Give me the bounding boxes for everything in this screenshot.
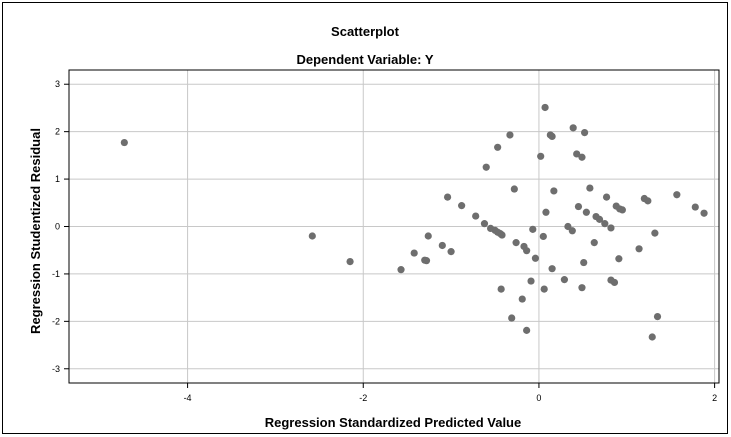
data-point	[346, 257, 354, 266]
data-point	[542, 208, 550, 216]
x-tick-label: 0	[536, 393, 541, 403]
data-point	[480, 220, 489, 228]
data-point	[580, 258, 588, 267]
chart-subtitle: Dependent Variable: Y	[296, 52, 433, 67]
data-point	[610, 278, 619, 287]
y-tick-label: 1	[55, 174, 60, 184]
x-axis-ticks: -4 -2 0 2	[184, 383, 717, 403]
data-point	[527, 277, 535, 285]
data-point	[635, 245, 643, 253]
data-point	[540, 285, 548, 293]
data-point	[618, 206, 626, 214]
data-point	[560, 276, 569, 284]
data-point	[607, 224, 615, 232]
data-point	[541, 103, 549, 112]
data-point	[595, 215, 604, 223]
data-point	[548, 132, 556, 140]
data-point	[578, 153, 586, 161]
data-point	[506, 131, 514, 139]
data-point	[601, 220, 609, 228]
data-point	[653, 313, 662, 321]
data-point	[308, 232, 316, 240]
y-tick-label: -3	[52, 364, 60, 374]
data-point	[573, 150, 581, 158]
data-point	[537, 152, 545, 160]
data-point	[498, 231, 506, 239]
data-point	[590, 239, 598, 247]
data-point	[586, 184, 594, 192]
x-tick-label: -2	[359, 393, 367, 403]
data-point	[424, 232, 432, 240]
y-tick-label: 0	[55, 222, 60, 232]
data-points	[120, 103, 708, 341]
data-point	[691, 203, 699, 211]
y-tick-label: -2	[52, 316, 60, 326]
data-point	[651, 229, 659, 237]
y-tick-label: 3	[55, 79, 60, 89]
data-point	[523, 326, 531, 334]
data-point	[615, 255, 623, 263]
data-point	[410, 249, 418, 257]
data-point	[531, 254, 540, 262]
data-point	[568, 227, 576, 235]
x-tick-label: -4	[184, 393, 192, 403]
data-point	[581, 129, 589, 137]
data-point	[458, 202, 466, 210]
data-point	[510, 185, 518, 193]
data-point	[494, 143, 502, 151]
data-point	[539, 232, 547, 241]
data-point	[700, 209, 708, 217]
x-axis-label: Regression Standardized Predicted Value	[265, 415, 521, 430]
scatterplot-chart: Scatterplot Dependent Variable: Y -4 -2 0 2…	[28, 24, 720, 430]
data-point	[523, 247, 531, 255]
data-point	[438, 241, 446, 250]
data-point	[512, 239, 520, 247]
grid-lines	[69, 70, 719, 383]
data-point	[447, 248, 455, 256]
data-point	[578, 284, 586, 292]
data-point	[648, 333, 656, 341]
y-tick-label: 2	[55, 127, 60, 137]
y-tick-label: -1	[52, 269, 60, 279]
data-point	[673, 191, 681, 199]
data-point	[482, 163, 490, 171]
data-point	[569, 124, 577, 132]
data-point	[548, 265, 556, 273]
data-point	[644, 197, 652, 205]
data-point	[497, 285, 505, 293]
data-point	[574, 202, 583, 211]
data-point	[602, 193, 611, 201]
data-point	[397, 266, 405, 274]
y-axis-ticks: -3 -2 -1 0 1 2 3	[52, 79, 69, 374]
data-point	[443, 193, 452, 201]
y-axis-label: Regression Studentized Residual	[28, 128, 43, 334]
data-point	[422, 257, 431, 265]
chart-title: Scatterplot	[331, 24, 400, 39]
data-point	[582, 208, 590, 216]
data-point	[529, 225, 537, 233]
data-point	[550, 187, 558, 195]
x-tick-label: 2	[712, 393, 717, 403]
data-point	[518, 295, 526, 303]
data-point	[120, 138, 128, 147]
data-point	[508, 314, 516, 322]
data-point	[472, 212, 480, 220]
